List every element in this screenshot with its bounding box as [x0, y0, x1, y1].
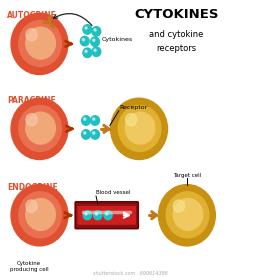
Circle shape [91, 130, 100, 139]
Circle shape [83, 48, 92, 57]
Circle shape [82, 38, 84, 41]
Text: Cytokine
producing cell: Cytokine producing cell [10, 261, 48, 272]
FancyBboxPatch shape [76, 203, 138, 228]
Circle shape [173, 199, 203, 230]
Text: ENDOCRINE: ENDOCRINE [7, 183, 58, 192]
Circle shape [85, 213, 87, 215]
Circle shape [173, 200, 185, 212]
Circle shape [26, 29, 37, 41]
Text: Blood vessel: Blood vessel [96, 190, 131, 195]
Circle shape [11, 185, 68, 246]
Circle shape [85, 50, 87, 53]
Circle shape [19, 106, 61, 151]
Circle shape [84, 118, 86, 120]
Circle shape [94, 49, 96, 52]
Text: Receptor: Receptor [119, 105, 147, 110]
Circle shape [26, 199, 55, 230]
Text: Target cell: Target cell [173, 172, 201, 178]
Circle shape [93, 132, 95, 134]
Circle shape [104, 211, 112, 220]
Circle shape [94, 211, 102, 220]
Circle shape [26, 200, 37, 212]
Circle shape [125, 112, 155, 144]
Circle shape [83, 211, 92, 220]
Circle shape [118, 106, 161, 151]
Circle shape [158, 185, 215, 246]
Circle shape [92, 27, 101, 36]
Circle shape [110, 98, 167, 160]
FancyBboxPatch shape [74, 201, 139, 229]
Circle shape [19, 192, 61, 238]
Circle shape [91, 37, 100, 46]
Circle shape [26, 113, 37, 126]
Circle shape [106, 213, 108, 215]
Circle shape [82, 116, 90, 125]
Circle shape [83, 25, 92, 34]
FancyBboxPatch shape [77, 206, 136, 225]
Text: CYTOKINES: CYTOKINES [134, 8, 219, 21]
Circle shape [93, 39, 95, 41]
Circle shape [84, 132, 86, 134]
Circle shape [26, 27, 55, 59]
Circle shape [19, 20, 61, 66]
Text: PARACRINE: PARACRINE [7, 96, 56, 105]
Text: Cytokines: Cytokines [102, 37, 133, 42]
Circle shape [26, 112, 55, 144]
Circle shape [92, 47, 101, 56]
Circle shape [94, 29, 96, 31]
Text: AUTOCRINE: AUTOCRINE [7, 11, 57, 20]
Circle shape [11, 13, 68, 74]
Text: receptors: receptors [157, 44, 197, 53]
Circle shape [91, 116, 100, 125]
Circle shape [95, 213, 98, 215]
Circle shape [125, 113, 137, 126]
Circle shape [82, 130, 90, 139]
Text: and cytokine: and cytokine [149, 30, 204, 39]
Circle shape [166, 192, 209, 238]
Circle shape [80, 36, 89, 46]
Circle shape [85, 27, 87, 29]
Circle shape [11, 98, 68, 160]
Circle shape [93, 118, 95, 120]
Text: shutterstock.com · 690614386: shutterstock.com · 690614386 [93, 271, 167, 276]
